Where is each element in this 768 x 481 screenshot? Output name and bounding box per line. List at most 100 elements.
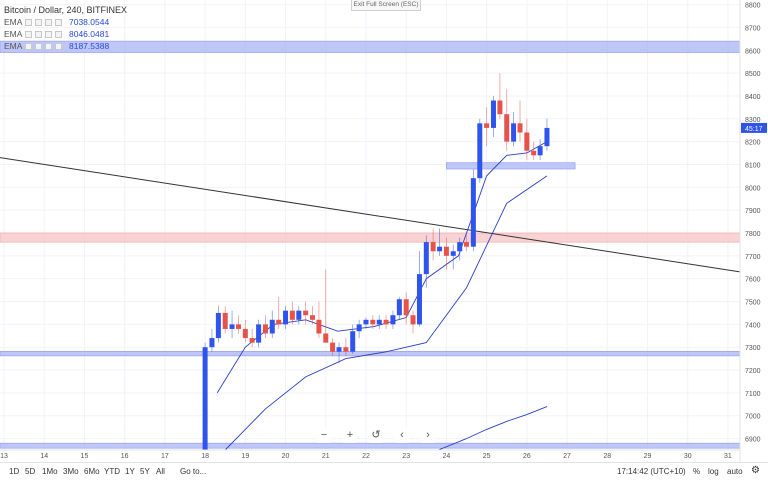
chart-legend: Bitcoin / Dollar, 240, BITFINEX EMA 7038… xyxy=(4,4,127,52)
more-icon[interactable] xyxy=(55,30,62,38)
candle-body xyxy=(296,310,302,320)
close-icon[interactable] xyxy=(45,42,52,50)
candle-body xyxy=(363,319,369,325)
log-toggle[interactable]: log xyxy=(708,467,719,476)
last-price-label: 45:17 xyxy=(745,126,763,133)
price-tick-label: 8700 xyxy=(745,25,761,32)
price-tick-label: 7500 xyxy=(745,300,761,307)
reset-icon[interactable]: ↺ xyxy=(368,427,384,443)
gear-icon[interactable]: ⚙ xyxy=(751,465,760,476)
goto-button[interactable]: Go to... xyxy=(180,467,207,476)
price-tick-label: 8500 xyxy=(745,71,761,78)
price-tick-label: 8600 xyxy=(745,48,761,55)
candle-body xyxy=(336,347,342,352)
exit-fullscreen-button[interactable]: Exit Full Screen (ESC) xyxy=(351,0,421,11)
percent-toggle[interactable]: % xyxy=(693,467,701,476)
candle-body xyxy=(383,319,389,325)
eye-icon[interactable] xyxy=(25,30,32,38)
price-tick-label: 8200 xyxy=(745,140,761,147)
candle-body xyxy=(215,312,221,339)
close-icon[interactable] xyxy=(45,18,52,26)
timeframe-6mo[interactable]: 6Mo xyxy=(84,467,100,476)
eye-icon[interactable] xyxy=(25,42,32,50)
time-tick-label: 23 xyxy=(402,453,410,460)
ema-row-2: EMA 8046.0481 xyxy=(4,28,127,40)
timeframe-1d[interactable]: 1D xyxy=(9,467,20,476)
ema-line-1 xyxy=(224,175,548,450)
timeframe-all[interactable]: All xyxy=(156,467,165,476)
candle-body xyxy=(376,319,382,325)
auto-toggle[interactable]: auto xyxy=(727,467,743,476)
candle-body xyxy=(229,324,235,329)
time-tick-label: 20 xyxy=(282,453,290,460)
settings-icon[interactable] xyxy=(35,42,42,50)
bottom-toolbar: 1D 5D 1Mo 3Mo 6Mo YTD 1Y 5Y All Go to...… xyxy=(0,462,768,481)
candle-body xyxy=(497,100,503,115)
blue-zone-band xyxy=(0,351,740,357)
ema-line-3 xyxy=(438,406,548,450)
symbol-title: Bitcoin / Dollar, 240, BITFINEX xyxy=(4,5,128,15)
close-icon[interactable] xyxy=(45,30,52,38)
trend-line xyxy=(0,157,741,273)
ema-label: EMA xyxy=(4,17,23,27)
candle-body xyxy=(410,315,416,325)
time-tick-label: 28 xyxy=(603,453,611,460)
red-zone-band xyxy=(0,232,740,243)
timeframe-5y[interactable]: 5Y xyxy=(140,467,150,476)
ema-row-1: EMA 7038.0544 xyxy=(4,16,127,28)
candle-body xyxy=(517,123,523,133)
time-tick-label: 27 xyxy=(563,453,571,460)
candle-body xyxy=(396,299,402,316)
candle-body xyxy=(209,338,215,348)
candle-body xyxy=(370,319,376,325)
more-icon[interactable] xyxy=(55,18,62,26)
eye-icon[interactable] xyxy=(25,18,32,26)
time-tick-label: 15 xyxy=(81,453,89,460)
price-tick-label: 7100 xyxy=(745,391,761,398)
timeframe-3mo[interactable]: 3Mo xyxy=(63,467,79,476)
time-tick-label: 24 xyxy=(443,453,451,460)
time-tick-label: 16 xyxy=(121,453,129,460)
candle-body xyxy=(450,251,456,256)
price-tick-label: 7600 xyxy=(745,277,761,284)
scroll-right-button[interactable]: › xyxy=(420,427,436,443)
zoom-controls: − + ↺ ‹ › xyxy=(316,427,436,443)
candle-body xyxy=(490,100,496,128)
timeframe-1mo[interactable]: 1Mo xyxy=(42,467,58,476)
candle-body xyxy=(457,242,463,252)
scroll-left-button[interactable]: ‹ xyxy=(394,427,410,443)
candle-body xyxy=(443,246,449,256)
candle-body xyxy=(309,315,315,320)
time-tick-label: 21 xyxy=(322,453,330,460)
candle-body xyxy=(256,324,262,343)
blue-zone-band xyxy=(446,162,576,170)
price-tick-label: 8300 xyxy=(745,117,761,124)
price-tick-label: 7900 xyxy=(745,208,761,215)
timeframe-1y[interactable]: 1Y xyxy=(125,467,135,476)
zoom-out-button[interactable]: − xyxy=(316,427,332,443)
candle-body xyxy=(390,315,396,325)
price-tick-label: 7700 xyxy=(745,254,761,261)
price-tick-label: 7800 xyxy=(745,231,761,238)
settings-icon[interactable] xyxy=(35,30,42,38)
time-tick-label: 13 xyxy=(0,453,8,460)
candle-body xyxy=(537,146,543,156)
timeframe-ytd[interactable]: YTD xyxy=(104,467,120,476)
zoom-in-button[interactable]: + xyxy=(342,427,358,443)
time-tick-label: 19 xyxy=(241,453,249,460)
time-tick-label: 14 xyxy=(40,453,48,460)
time-tick-label: 17 xyxy=(161,453,169,460)
more-icon[interactable] xyxy=(55,42,62,50)
price-tick-label: 8800 xyxy=(745,3,761,10)
candle-body xyxy=(423,242,429,275)
price-tick-label: 7300 xyxy=(745,345,761,352)
time-tick-label: 22 xyxy=(362,453,370,460)
candle-body xyxy=(437,246,443,252)
price-tick-label: 7200 xyxy=(745,368,761,375)
time-tick-label: 29 xyxy=(644,453,652,460)
candle-body xyxy=(477,123,483,179)
settings-icon[interactable] xyxy=(35,18,42,26)
timeframe-5d[interactable]: 5D xyxy=(25,467,36,476)
candle-body xyxy=(356,324,362,332)
